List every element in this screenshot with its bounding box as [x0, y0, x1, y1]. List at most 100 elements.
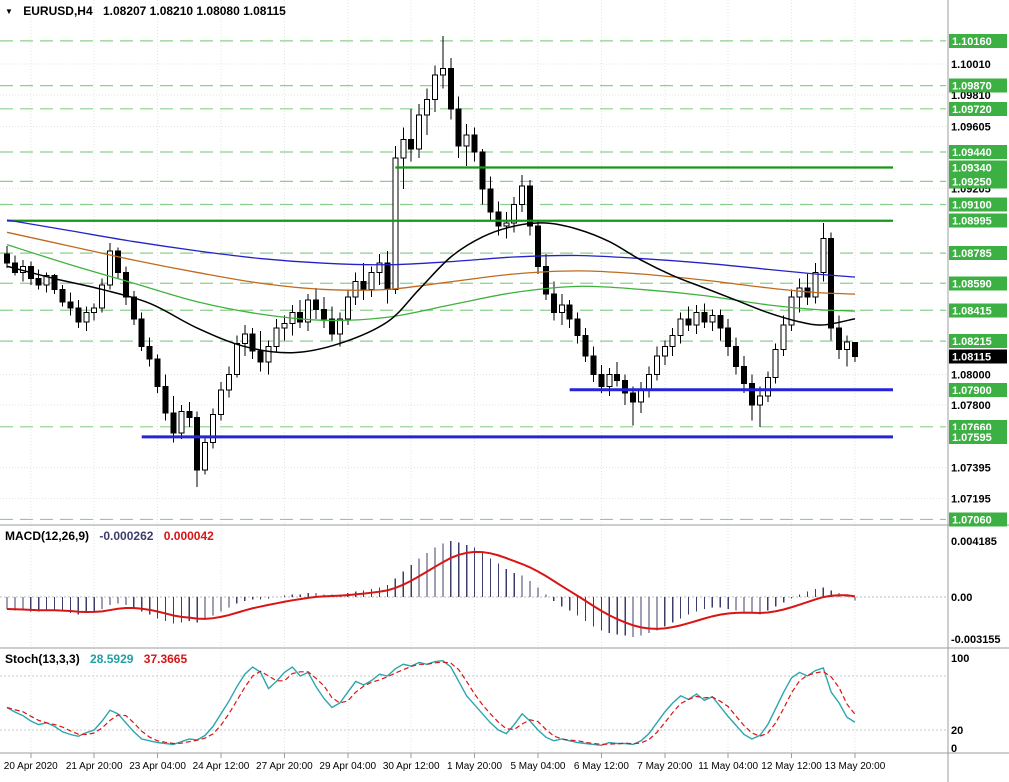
time-axis-label: 20 Apr 2020	[4, 761, 58, 772]
candle-body	[241, 333, 248, 344]
candle-body	[669, 335, 676, 348]
candle-body	[67, 301, 74, 309]
candle-body	[534, 225, 541, 267]
price-level-badge	[949, 276, 1007, 291]
candle-body	[487, 188, 494, 213]
price-level-badge-text: 1.08995	[952, 216, 992, 228]
candle-body	[344, 296, 351, 320]
candle-body	[709, 315, 716, 323]
candle-body	[630, 392, 637, 403]
price-level-badge-text: 1.07900	[952, 385, 992, 397]
time-axis-label: 11 May 04:00	[698, 761, 758, 772]
candle-body	[439, 68, 446, 76]
current-price-badge	[949, 349, 1007, 364]
price-level-badge	[949, 78, 1007, 93]
candle-body	[83, 312, 90, 323]
candle-body	[463, 134, 470, 147]
candle-body	[511, 204, 518, 224]
candle-body	[336, 318, 343, 335]
price-level-badge	[949, 174, 1007, 189]
candle-body	[162, 386, 169, 414]
candle-body	[614, 373, 621, 382]
candle-body	[431, 74, 438, 101]
candle-body	[748, 383, 755, 406]
price-level-badge-text: 1.09720	[952, 104, 992, 116]
macd-signal-line	[6, 550, 856, 630]
macd-name: MACD(12,26,9)	[5, 529, 90, 543]
candle-body	[51, 275, 58, 290]
macd-indicator-label: MACD(12,26,9) -0.000262 0.000042	[5, 529, 221, 543]
candle-body	[281, 322, 288, 329]
candle-body	[59, 288, 66, 303]
price-level-badge	[949, 33, 1007, 48]
chart-title: ▼ EURUSD,H4 1.08207 1.08210 1.08080 1.08…	[5, 4, 293, 18]
macd-axis-label: -0.003155	[951, 634, 1001, 646]
candle-body	[574, 318, 581, 337]
candle-body	[178, 410, 185, 434]
time-axis-label: 24 Apr 12:00	[193, 761, 250, 772]
candle-body	[75, 307, 82, 323]
ma-black-line	[6, 222, 856, 354]
ohlc-values: 1.08207 1.08210 1.08080 1.08115	[102, 4, 286, 18]
candle-body	[328, 318, 335, 335]
price-tick-label: 1.10010	[951, 59, 991, 71]
candle-body	[424, 99, 431, 116]
price-level-badge	[949, 303, 1007, 318]
ma-blue-line	[6, 219, 856, 278]
candle-body	[653, 355, 660, 375]
candle-body	[194, 417, 201, 471]
time-axis-label: 5 May 04:00	[510, 761, 565, 772]
price-level-badge	[949, 145, 1007, 160]
candle-body	[138, 318, 145, 348]
price-tick-label: 1.09810	[951, 90, 991, 102]
candle-body	[170, 412, 177, 434]
stoch-axis-label: 100	[951, 653, 969, 665]
time-axis-label: 29 Apr 04:00	[319, 761, 376, 772]
price-level-badge-text: 1.09340	[952, 162, 992, 174]
price-level-badge	[949, 334, 1007, 349]
candle-body	[503, 222, 510, 227]
candle-body	[186, 410, 193, 419]
price-level-badge	[949, 101, 1007, 116]
candle-body	[844, 341, 851, 351]
price-level-badge	[949, 213, 1007, 228]
candle-body	[733, 346, 740, 368]
candle-body	[764, 376, 771, 397]
price-level-badge-text: 1.09100	[952, 200, 992, 212]
candle-body	[645, 373, 652, 391]
candle-body	[622, 380, 629, 394]
candle-body	[851, 341, 858, 358]
candle-body	[130, 296, 137, 320]
price-tick-label: 1.08000	[951, 369, 991, 381]
price-level-badge-text: 1.08215	[952, 336, 992, 348]
candle-body	[558, 304, 565, 314]
macd-axis-label: 0.004185	[951, 536, 997, 548]
candle-body	[606, 373, 613, 388]
candle-body	[392, 157, 399, 290]
symbol-period-label: EURUSD,H4	[23, 4, 93, 18]
price-level-badge-text: 1.09250	[952, 176, 992, 188]
time-axis-label: 27 Apr 20:00	[256, 761, 313, 772]
candle-body	[519, 185, 526, 206]
price-level-badge-text: 1.08785	[952, 248, 992, 260]
price-level-badge-text: 1.08590	[952, 278, 992, 290]
price-tick-label: 1.09605	[951, 122, 991, 134]
stoch-signal-line	[6, 661, 856, 746]
time-axis-label: 23 Apr 04:00	[129, 761, 186, 772]
time-axis-label: 21 Apr 20:00	[66, 761, 123, 772]
price-tick-label: 1.07800	[951, 400, 991, 412]
candle-body	[828, 237, 835, 329]
time-axis-label: 12 May 12:00	[761, 761, 822, 772]
candle-body	[305, 299, 312, 323]
price-level-badge-text: 1.08415	[952, 305, 992, 317]
candle-body	[408, 139, 415, 150]
stoch-axis-label: 0	[951, 743, 957, 755]
macd-axis-label: 0.00	[951, 592, 972, 604]
candle-body	[376, 262, 383, 273]
candle-body	[122, 271, 129, 298]
time-axis-label: 6 May 12:00	[574, 761, 629, 772]
candle-body	[550, 293, 557, 314]
candle-body	[107, 250, 114, 286]
